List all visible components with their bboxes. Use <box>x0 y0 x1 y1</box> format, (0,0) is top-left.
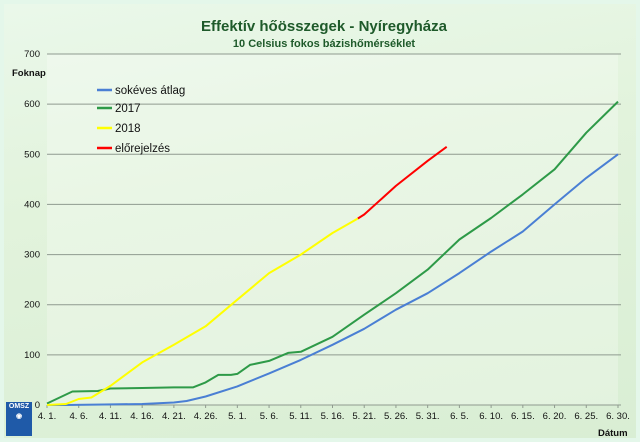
y-tick-label: 700 <box>24 49 40 60</box>
x-tick-label: 5. 26. <box>384 411 408 422</box>
chart-title: Effektív hőösszegek - Nyíregyháza <box>201 18 447 35</box>
x-tick-label: 5. 11. <box>289 411 312 422</box>
plot-area <box>47 54 618 405</box>
y-axis-label: Foknap <box>12 68 46 79</box>
y-tick-label: 100 <box>24 350 40 361</box>
x-tick-label: 4. 16. <box>130 411 154 422</box>
x-tick-label: 6. 15. <box>511 411 535 422</box>
y-tick-label: 500 <box>24 149 40 160</box>
series-line-1 <box>46 100 619 405</box>
x-tick-label: 5. 6. <box>260 411 279 422</box>
chart-subtitle: 10 Celsius fokos bázishőmérséklet <box>232 38 416 50</box>
x-tick-label: 6. 5. <box>450 411 469 422</box>
y-tick-label: 200 <box>24 300 40 311</box>
legend-label: 2017 <box>115 103 141 115</box>
x-tick-label: 4. 21. <box>162 411 186 422</box>
y-tick-label: 300 <box>24 250 40 261</box>
y-tick-label: 0 <box>35 400 40 411</box>
series-line-2 <box>46 217 359 406</box>
x-tick-label: 4. 1. <box>38 411 57 422</box>
x-tick-label: 4. 6. <box>69 411 88 422</box>
x-tick-label: 5. 31. <box>416 411 440 422</box>
series-line-3 <box>357 145 448 220</box>
y-tick-label: 600 <box>24 99 40 110</box>
series-line-0 <box>47 153 619 406</box>
x-tick-label: 6. 25. <box>574 411 598 422</box>
legend-label: sokéves átlag <box>115 85 185 97</box>
x-tick-label: 5. 1. <box>228 411 247 422</box>
logo-text: OMSZ <box>8 403 30 410</box>
x-axis-label: Dátum <box>598 428 628 439</box>
legend-label: előrejelzés <box>115 143 170 155</box>
legend-label: 2018 <box>115 123 141 135</box>
x-tick-label: 6. 20. <box>543 411 567 422</box>
x-tick-label: 4. 26. <box>194 411 218 422</box>
x-tick-label: 5. 16. <box>321 411 345 422</box>
y-tick-label: 400 <box>24 199 40 210</box>
x-tick-label: 5. 21. <box>352 411 376 422</box>
omsz-logo: OMSZ ◉ <box>6 402 32 436</box>
x-tick-label: 6. 10. <box>479 411 503 422</box>
x-tick-label: 6. 30. <box>606 411 630 422</box>
x-tick-label: 4. 11. <box>99 411 122 422</box>
